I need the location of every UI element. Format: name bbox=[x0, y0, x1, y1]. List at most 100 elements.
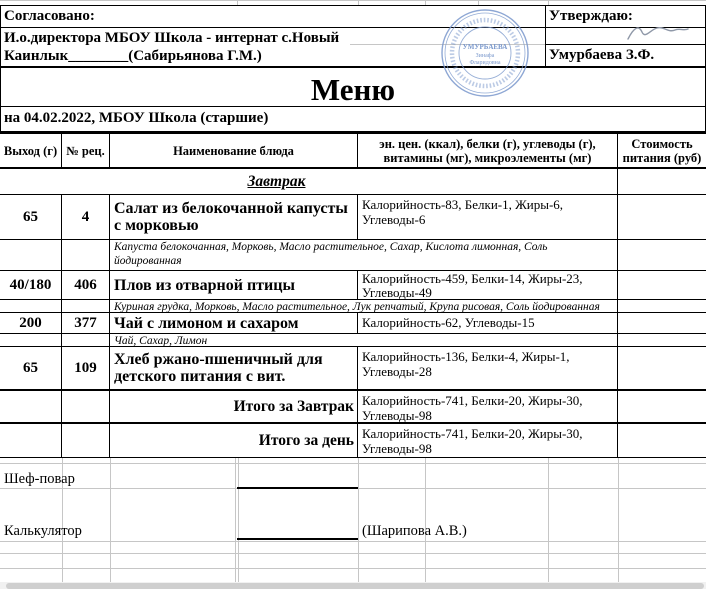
output-cell bbox=[0, 300, 62, 312]
recipe-cell bbox=[62, 424, 110, 457]
cost-cell bbox=[618, 240, 706, 270]
gridline bbox=[548, 0, 549, 5]
nutrition-cell: Калорийность-136, Белки-4, Жиры-1, Углев… bbox=[358, 347, 618, 389]
gridline bbox=[0, 553, 706, 554]
header-cost: Стоимость питания (руб) bbox=[622, 136, 702, 165]
table-row: 65 109 Хлеб ржано-пшеничный для детского… bbox=[0, 347, 706, 391]
output-cell bbox=[0, 240, 62, 270]
table-header-row: Выход (г) № рец. Наименование блюда эн. … bbox=[0, 134, 706, 169]
output-cell bbox=[0, 424, 62, 457]
dish-name-cell: Чай с лимоном и сахаром bbox=[110, 313, 358, 333]
dish-name-cell: Плов из отварной птицы bbox=[110, 271, 358, 299]
section-row: Завтрак bbox=[0, 169, 706, 195]
official-stamp: УМУРБАЕВА Зинафа Фларидовна bbox=[441, 9, 529, 97]
recipe-cell bbox=[62, 240, 110, 270]
cost-cell bbox=[618, 271, 706, 299]
gridline bbox=[350, 44, 545, 45]
recipe-cell: 4 bbox=[62, 195, 110, 239]
rule-line bbox=[0, 27, 706, 28]
page-title: Меню bbox=[310, 72, 396, 107]
header-recipe: № рец. bbox=[62, 134, 110, 167]
gridline bbox=[0, 541, 706, 542]
gridline bbox=[358, 458, 359, 582]
rule-line bbox=[545, 5, 546, 68]
rule-line bbox=[0, 66, 706, 68]
total-row: Итого за день Калорийность-741, Белки-20… bbox=[0, 424, 706, 458]
total-row: Итого за Завтрак Калорийность-741, Белки… bbox=[0, 391, 706, 424]
recipe-cell bbox=[62, 391, 110, 422]
total-label: Итого за день bbox=[110, 424, 358, 457]
recipe-cell bbox=[62, 334, 110, 346]
cost-cell bbox=[618, 334, 706, 346]
section-label: Завтрак bbox=[0, 169, 618, 194]
cost-cell bbox=[618, 391, 706, 422]
approver-name: Умурбаева З.Ф. bbox=[549, 47, 655, 63]
dish-name-cell: Салат из белокочанной капусты с морковью bbox=[110, 195, 358, 239]
table-row: 200 377 Чай с лимоном и сахаром Калорийн… bbox=[0, 313, 706, 334]
rule-line bbox=[0, 131, 706, 133]
ingredients-row: Капуста белокочанная, Морковь, Масло рас… bbox=[0, 240, 706, 271]
approve-label: Утверждаю: bbox=[549, 8, 633, 24]
agreed-label: Согласовано: bbox=[4, 8, 95, 24]
gridline bbox=[358, 0, 359, 5]
gridline bbox=[548, 458, 549, 582]
scrollbar-thumb[interactable] bbox=[6, 583, 704, 589]
gridline bbox=[237, 0, 238, 5]
output-cell: 65 bbox=[0, 347, 62, 389]
total-nutrition: Калорийность-741, Белки-20, Жиры-30, Угл… bbox=[358, 424, 618, 457]
cost-cell bbox=[618, 300, 706, 312]
signature-line bbox=[237, 487, 358, 489]
output-cell bbox=[0, 334, 62, 346]
gridline bbox=[110, 458, 111, 582]
output-cell bbox=[0, 391, 62, 422]
ingredients-row: Чай, Сахар, Лимон bbox=[0, 334, 706, 347]
cost-cell bbox=[618, 169, 706, 194]
gridline bbox=[618, 458, 619, 582]
stamp-name-line: УМУРБАЕВА bbox=[463, 43, 508, 51]
dish-name-cell: Хлеб ржано-пшеничный для детского питани… bbox=[110, 347, 358, 389]
output-cell: 200 bbox=[0, 313, 62, 333]
agreed-line-2: Каинлык________(Сабирьянова Г.М.) bbox=[4, 47, 262, 64]
output-cell: 65 bbox=[0, 195, 62, 239]
signature bbox=[627, 26, 689, 40]
calculator-label: Калькулятор bbox=[4, 523, 82, 539]
rule-line bbox=[545, 44, 706, 45]
gridline bbox=[478, 0, 479, 5]
page-subtitle: на 04.02.2022, МБОУ Школа (старшие) bbox=[4, 110, 269, 126]
header-output: Выход (г) bbox=[0, 134, 62, 167]
nutrition-cell: Калорийность-459, Белки-14, Жиры-23, Угл… bbox=[358, 271, 618, 299]
table-row: 40/180 406 Плов из отварной птицы Калори… bbox=[0, 271, 706, 300]
menu-table: Выход (г) № рец. Наименование блюда эн. … bbox=[0, 133, 706, 458]
cost-cell bbox=[618, 424, 706, 457]
total-nutrition: Калорийность-741, Белки-20, Жиры-30, Угл… bbox=[358, 391, 618, 422]
recipe-cell bbox=[62, 300, 110, 312]
agreed-line-1: И.о.директора МБОУ Школа - интернат с.Но… bbox=[4, 30, 340, 46]
rule-line bbox=[0, 5, 706, 6]
gridline bbox=[0, 0, 706, 1]
chef-label: Шеф-повар bbox=[4, 471, 75, 487]
stamp-name-line: Фларидовна bbox=[469, 60, 500, 66]
stamp-name-line: Зинафа bbox=[476, 52, 495, 59]
gridline bbox=[425, 458, 426, 582]
recipe-cell: 406 bbox=[62, 271, 110, 299]
table-row: 65 4 Салат из белокочанной капусты с мор… bbox=[0, 195, 706, 240]
signature-line bbox=[237, 538, 358, 540]
ingredients-row: Куриная грудка, Морковь, Масло раститель… bbox=[0, 300, 706, 313]
stamp-ring-text bbox=[449, 17, 521, 89]
gridline bbox=[235, 458, 236, 582]
gridline bbox=[62, 458, 63, 582]
nutrition-cell: Калорийность-83, Белки-1, Жиры-6, Углево… bbox=[358, 195, 618, 239]
gridline bbox=[0, 568, 706, 569]
gridline bbox=[238, 458, 239, 582]
cost-cell bbox=[618, 195, 706, 239]
recipe-cell: 109 bbox=[62, 347, 110, 389]
gridline bbox=[425, 0, 426, 5]
ingredients-cell: Чай, Сахар, Лимон bbox=[110, 334, 618, 346]
total-label: Итого за Завтрак bbox=[110, 391, 358, 422]
cost-cell bbox=[618, 347, 706, 389]
nutrition-cell: Калорийность-62, Углеводы-15 bbox=[358, 313, 618, 333]
calculator-name: (Шарипова А.В.) bbox=[362, 523, 467, 539]
recipe-cell: 377 bbox=[62, 313, 110, 333]
ingredients-cell: Куриная грудка, Морковь, Масло раститель… bbox=[110, 300, 618, 312]
